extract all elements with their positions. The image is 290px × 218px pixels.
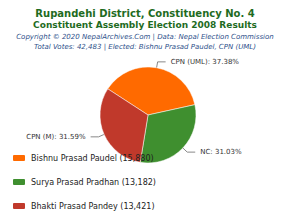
svg-text:CPN (M): 31.59%: CPN (M): 31.59% <box>26 133 86 141</box>
svg-text:Copyright © 2020 NepalArchives: Copyright © 2020 NepalArchives.Com | Dat… <box>16 33 274 41</box>
svg-text:Total Votes: 42,483 | Elected:: Total Votes: 42,483 | Elected: Bishnu Pr… <box>34 43 256 51</box>
svg-text:NC: 31.03%: NC: 31.03% <box>200 148 242 156</box>
svg-text:Constituent Assembly Election: Constituent Assembly Election 2008 Resul… <box>33 20 257 30</box>
svg-text:Bhakti Prasad Pandey (13,421): Bhakti Prasad Pandey (13,421) <box>31 202 155 211</box>
svg-text:Bishnu Prasad Paudel (15,880): Bishnu Prasad Paudel (15,880) <box>31 154 154 163</box>
svg-text:CPN (UML): 37.38%: CPN (UML): 37.38% <box>171 58 240 66</box>
svg-text:Rupandehi District, Constituen: Rupandehi District, Constituency No. 4 <box>35 8 254 19</box>
svg-text:Surya Prasad Pradhan (13,182): Surya Prasad Pradhan (13,182) <box>31 178 156 187</box>
